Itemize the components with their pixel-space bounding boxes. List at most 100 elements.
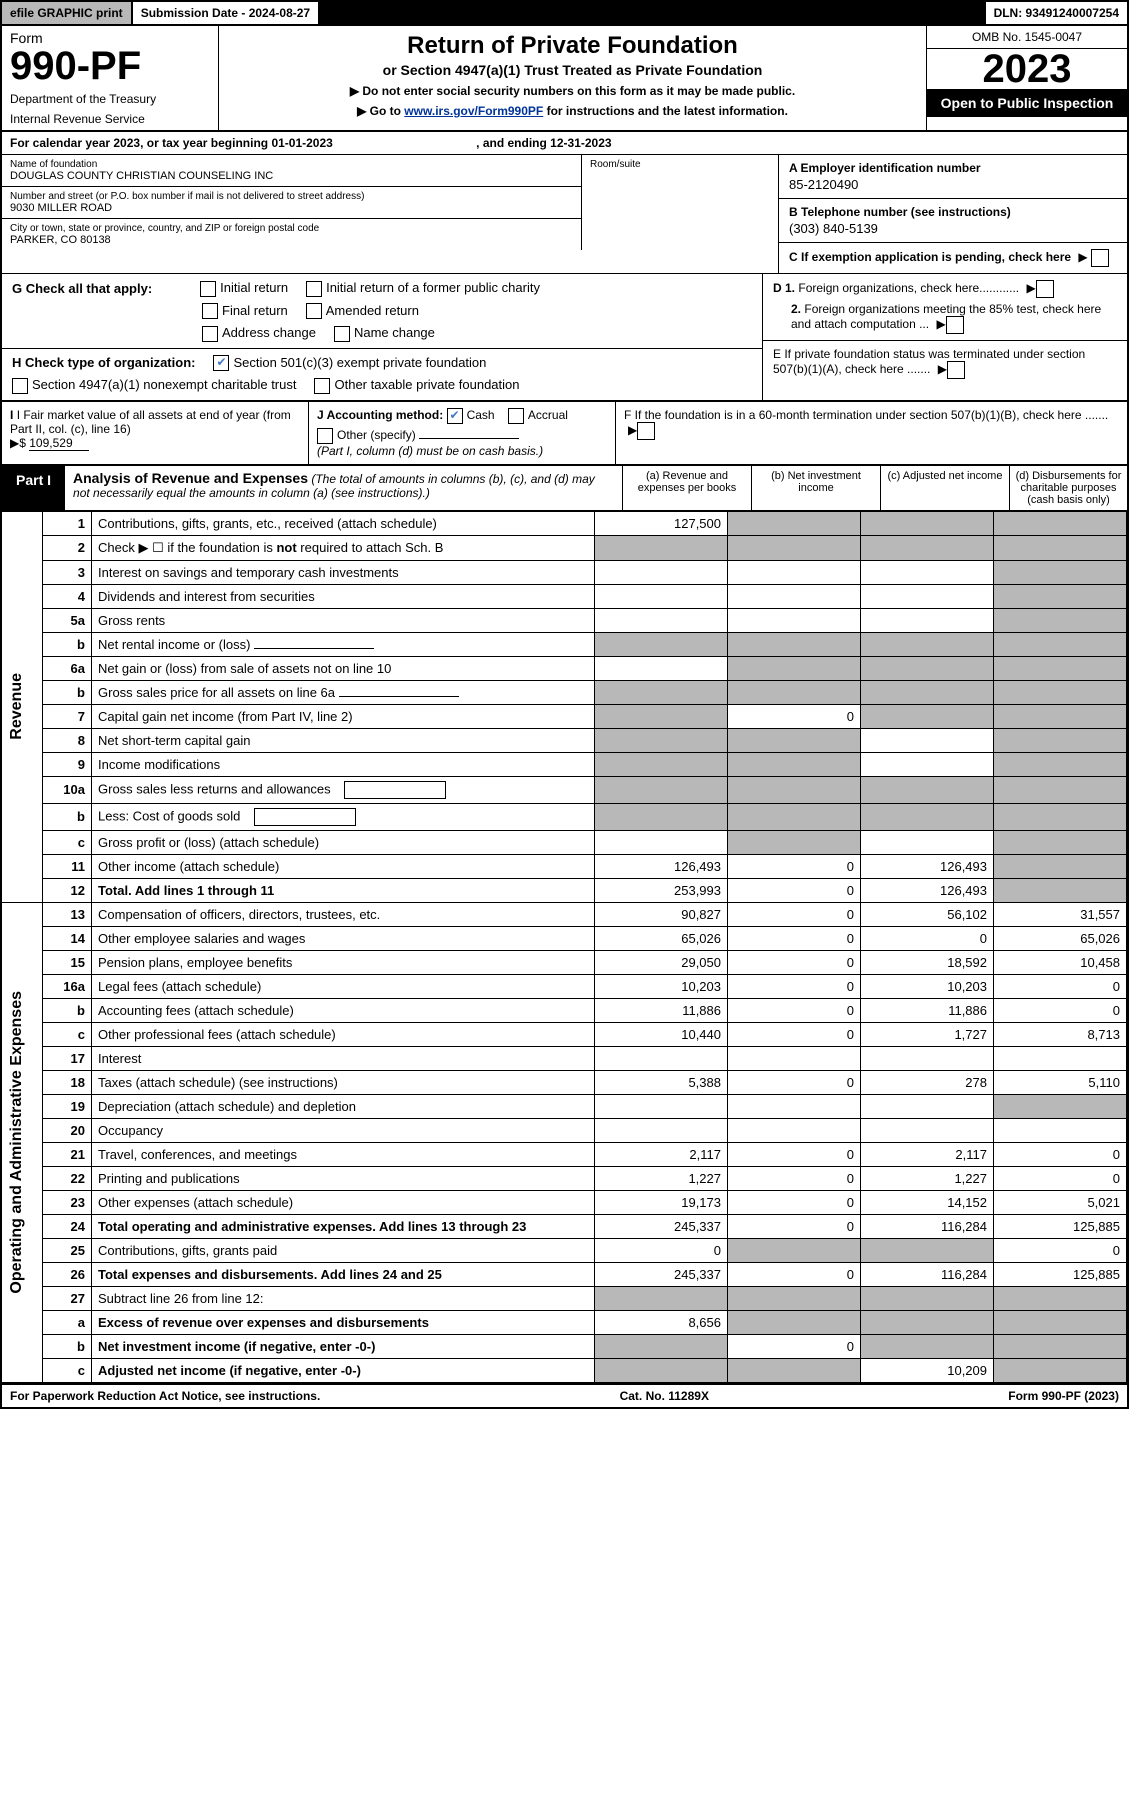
amount-col-a	[595, 1334, 728, 1358]
g-row2: Final return Amended return	[2, 303, 762, 326]
d2-checkbox[interactable]	[946, 316, 964, 334]
e-checkbox[interactable]	[947, 361, 965, 379]
d1-checkbox[interactable]	[1036, 280, 1054, 298]
amount-col-a	[595, 1046, 728, 1070]
initial-former-checkbox[interactable]	[306, 281, 322, 297]
table-row: 23Other expenses (attach schedule)19,173…	[2, 1190, 1127, 1214]
amount-col-a: 245,337	[595, 1214, 728, 1238]
line-description: Interest on savings and temporary cash i…	[92, 560, 595, 584]
name-change-checkbox[interactable]	[334, 326, 350, 342]
line-description: Contributions, gifts, grants, etc., rece…	[92, 511, 595, 535]
line-description: Contributions, gifts, grants paid	[92, 1238, 595, 1262]
form-title: Return of Private Foundation	[225, 32, 920, 60]
amount-col-b	[728, 511, 861, 535]
table-row: 10aGross sales less returns and allowanc…	[2, 776, 1127, 803]
i-value: 109,529	[29, 436, 89, 451]
amended-return-checkbox[interactable]	[306, 303, 322, 319]
line-description: Total. Add lines 1 through 11	[92, 878, 595, 902]
line-number: 1	[43, 511, 92, 535]
form990pf-link[interactable]: www.irs.gov/Form990PF	[404, 104, 543, 118]
amount-col-b: 0	[728, 1214, 861, 1238]
c-checkbox[interactable]	[1091, 249, 1109, 267]
note-goto: ▶ Go to www.irs.gov/Form990PF for instru…	[225, 104, 920, 118]
line-number: 9	[43, 752, 92, 776]
phone-value: (303) 840-5139	[789, 221, 1117, 236]
sec501-label: Section 501(c)(3) exempt private foundat…	[233, 355, 486, 370]
c-label: C If exemption application is pending, c…	[789, 250, 1071, 264]
amount-col-b	[728, 560, 861, 584]
amount-col-d	[994, 535, 1127, 560]
j-block: J Accounting method: ✔Cash Accrual Other…	[309, 402, 616, 464]
footer-right: Form 990-PF (2023)	[1008, 1389, 1119, 1403]
table-row: 14Other employee salaries and wages65,02…	[2, 926, 1127, 950]
table-row: cAdjusted net income (if negative, enter…	[2, 1358, 1127, 1382]
line-description: Total expenses and disbursements. Add li…	[92, 1262, 595, 1286]
cash-checkbox[interactable]: ✔	[447, 408, 463, 424]
form-subtitle: or Section 4947(a)(1) Trust Treated as P…	[225, 62, 920, 78]
ein-label: A Employer identification number	[789, 161, 981, 175]
amount-col-a: 2,117	[595, 1142, 728, 1166]
page-footer: For Paperwork Reduction Act Notice, see …	[2, 1383, 1127, 1407]
amount-col-c: 10,203	[861, 974, 994, 998]
line-number: 18	[43, 1070, 92, 1094]
line-description: Occupancy	[92, 1118, 595, 1142]
table-row: 6aNet gain or (loss) from sale of assets…	[2, 656, 1127, 680]
table-row: Revenue1Contributions, gifts, grants, et…	[2, 511, 1127, 535]
amount-col-d: 0	[994, 1142, 1127, 1166]
amount-col-a: 65,026	[595, 926, 728, 950]
other-tax-checkbox[interactable]	[314, 378, 330, 394]
initial-return-checkbox[interactable]	[200, 281, 216, 297]
table-row: 25Contributions, gifts, grants paid00	[2, 1238, 1127, 1262]
line-number: 3	[43, 560, 92, 584]
amount-col-c: 14,152	[861, 1190, 994, 1214]
amount-col-a: 11,886	[595, 998, 728, 1022]
j-label: J Accounting method:	[317, 408, 443, 422]
tax-year: 2023	[927, 49, 1127, 89]
i-label: I Fair market value of all assets at end…	[10, 408, 291, 436]
e-block: E If private foundation status was termi…	[763, 341, 1127, 385]
amount-col-d: 0	[994, 998, 1127, 1022]
header-right: OMB No. 1545-0047 2023 Open to Public In…	[926, 26, 1127, 130]
col-d-header: (d) Disbursements for charitable purpose…	[1009, 466, 1127, 510]
amount-col-a: 8,656	[595, 1310, 728, 1334]
amended-return-label: Amended return	[326, 303, 419, 318]
amount-col-d	[994, 830, 1127, 854]
table-row: 15Pension plans, employee benefits29,050…	[2, 950, 1127, 974]
amount-col-c	[861, 560, 994, 584]
line-description: Net rental income or (loss)	[92, 632, 595, 656]
amount-col-a	[595, 728, 728, 752]
room-label: Room/suite	[590, 159, 770, 170]
d-e-right: D 1. Foreign organizations, check here..…	[763, 274, 1127, 400]
amount-col-a: 127,500	[595, 511, 728, 535]
address-change-checkbox[interactable]	[202, 326, 218, 342]
amount-col-d	[994, 1358, 1127, 1382]
sec4947-checkbox[interactable]	[12, 378, 28, 394]
amount-col-d: 0	[994, 1166, 1127, 1190]
amount-col-b	[728, 632, 861, 656]
sec501-checkbox[interactable]: ✔	[213, 355, 229, 371]
line-description: Dividends and interest from securities	[92, 584, 595, 608]
line-description: Compensation of officers, directors, tru…	[92, 902, 595, 926]
amount-col-c: 116,284	[861, 1262, 994, 1286]
line-description: Less: Cost of goods sold	[92, 803, 595, 830]
accrual-checkbox[interactable]	[508, 408, 524, 424]
amount-col-d: 10,458	[994, 950, 1127, 974]
line-description: Capital gain net income (from Part IV, l…	[92, 704, 595, 728]
note-goto-pre: ▶ Go to	[357, 104, 404, 118]
f-checkbox[interactable]	[637, 422, 655, 440]
line-number: 21	[43, 1142, 92, 1166]
final-return-checkbox[interactable]	[202, 303, 218, 319]
note-goto-post: for instructions and the latest informat…	[547, 104, 788, 118]
table-row: 26Total expenses and disbursements. Add …	[2, 1262, 1127, 1286]
amount-col-c: 126,493	[861, 878, 994, 902]
amount-col-c: 56,102	[861, 902, 994, 926]
line-number: b	[43, 803, 92, 830]
amount-col-d	[994, 803, 1127, 830]
amount-col-a	[595, 656, 728, 680]
other-spec-checkbox[interactable]	[317, 428, 333, 444]
city-cell: City or town, state or province, country…	[2, 219, 582, 250]
amount-col-d	[994, 656, 1127, 680]
address-change-label: Address change	[222, 325, 316, 340]
table-row: cGross profit or (loss) (attach schedule…	[2, 830, 1127, 854]
table-row: 2Check ▶ ☐ if the foundation is not requ…	[2, 535, 1127, 560]
